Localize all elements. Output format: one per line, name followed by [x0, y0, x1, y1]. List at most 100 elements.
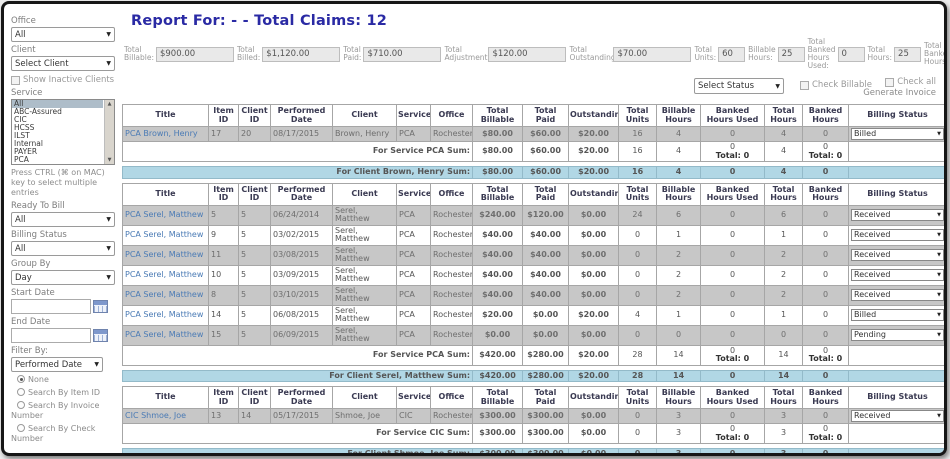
service-sum-outstanding: $0.00 — [568, 423, 619, 444]
ready-to-bill-label: Ready To Bill — [11, 201, 65, 211]
service-option[interactable]: CIC — [14, 116, 27, 124]
listbox-scrollbar[interactable]: ▲ ▼ — [104, 100, 114, 164]
end-date-input[interactable] — [11, 328, 91, 343]
client-sum-table: For Client Shmoe, Joe Sum:$300.00$300.00… — [121, 448, 944, 453]
cell-title: PCA Brown, Henry — [122, 126, 209, 142]
group-by-select[interactable]: Day ▼ — [11, 270, 115, 285]
search-mode-radio[interactable]: Search By Check Number — [11, 424, 96, 443]
search-mode-radio[interactable]: Search By Item ID — [11, 388, 115, 398]
service-option[interactable]: ILST — [14, 132, 30, 140]
service-option[interactable]: PAYER — [14, 148, 38, 156]
billing-status-label: Billing Status — [11, 230, 67, 240]
bulk-status-select[interactable]: Select Status ▼ — [694, 78, 784, 94]
billing-status-select[interactable]: Received ▼ — [851, 209, 944, 221]
client-select[interactable]: Select Client ▼ — [11, 56, 115, 71]
billing-status-select[interactable]: Received ▼ — [851, 229, 944, 241]
billing-status-filter-select[interactable]: All ▼ — [11, 241, 115, 256]
cell-banked-used: 0 — [700, 304, 765, 326]
column-header: Item ID — [208, 104, 239, 127]
cell-date: 05/17/2015 — [270, 408, 333, 424]
ready-to-bill-select[interactable]: All ▼ — [11, 212, 115, 227]
claim-title-link[interactable]: CIC Shmoe, Joe — [125, 410, 187, 420]
summary-field-label: Total Units: — [694, 45, 717, 62]
claim-title-link[interactable]: PCA Serel, Matthew — [125, 289, 204, 299]
cell-client: Serel, Matthew — [332, 284, 397, 306]
billing-status-select[interactable]: Received ▼ — [851, 269, 944, 281]
cell-total-hours: 2 — [764, 284, 803, 306]
summary-field-value[interactable]: $120.00 — [488, 46, 567, 62]
service-option[interactable]: HCSS — [14, 124, 35, 132]
bulk-controls-bar: Select Status ▼ Check Billable Check all… — [122, 77, 938, 103]
cell-paid: $40.00 — [522, 224, 569, 246]
cell-client: Serel, Matthew — [332, 204, 397, 226]
summary-field: Total Units: 60 — [694, 45, 746, 62]
multi-select-hint: Press CTRL (⌘ on MAC) key to select mult… — [11, 168, 105, 197]
claim-title-link[interactable]: PCA Serel, Matthew — [125, 329, 204, 339]
summary-field-value[interactable]: $710.00 — [363, 46, 442, 62]
service-option[interactable]: All — [12, 100, 103, 108]
column-header: Client ID — [238, 182, 271, 206]
cell-banked-used: 0 — [700, 126, 765, 142]
filter-by-select[interactable]: Performed Date ▼ — [11, 357, 103, 372]
service-listbox[interactable]: All ABC-Assured CIC HCSS ILST Internal PAYER PC… — [11, 99, 115, 165]
column-header: Client ID — [238, 386, 271, 409]
cell-billable-hours: 1 — [656, 224, 701, 246]
summary-field-value[interactable]: 25 — [777, 46, 805, 62]
claim-title-link[interactable]: PCA Serel, Matthew — [125, 269, 204, 279]
cell-banked-used: 0 — [700, 224, 765, 246]
billing-status-select[interactable]: Billed ▼ — [851, 128, 944, 140]
client-sum-value: 0 — [700, 369, 766, 382]
billing-status-value: Billed — [854, 128, 877, 138]
scroll-up-icon[interactable]: ▲ — [107, 101, 112, 107]
show-inactive-clients-checkbox[interactable]: Show Inactive Clients — [11, 75, 115, 85]
office-label: Office — [11, 16, 36, 26]
summary-field-value[interactable]: $70.00 — [613, 46, 692, 62]
office-select[interactable]: All ▼ — [11, 27, 115, 42]
service-option[interactable]: ABC-Assured — [14, 108, 62, 116]
column-header: Title — [122, 104, 209, 127]
column-header: Performed Date — [270, 386, 333, 409]
billing-status-select[interactable]: Received ▼ — [851, 289, 944, 301]
cell-paid: $300.00 — [522, 408, 569, 424]
search-mode-radio[interactable]: None — [11, 375, 115, 385]
summary-field-value[interactable]: $900.00 — [155, 46, 234, 62]
billing-status-select[interactable]: Billed ▼ — [851, 309, 944, 321]
cell-total-hours: 2 — [764, 264, 803, 286]
check-billable-checkbox[interactable]: Check Billable — [800, 80, 872, 90]
summary-field-value[interactable]: 25 — [894, 46, 922, 62]
column-header: Total Hours — [764, 386, 803, 409]
service-sum-empty — [848, 423, 944, 444]
cell-client-id: 5 — [238, 304, 271, 326]
calendar-icon[interactable] — [93, 329, 108, 342]
cell-billable-hours: 0 — [656, 324, 701, 346]
radio-icon — [17, 401, 25, 409]
chevron-down-icon: ▼ — [106, 60, 111, 67]
billing-status-select[interactable]: Received ▼ — [851, 249, 944, 261]
calendar-icon[interactable] — [93, 300, 108, 313]
scroll-down-icon[interactable]: ▼ — [107, 157, 112, 163]
cell-office: Rochester — [430, 408, 473, 424]
claim-title-link[interactable]: PCA Brown, Henry — [125, 128, 198, 138]
claim-title-link[interactable]: PCA Serel, Matthew — [125, 309, 204, 319]
claim-title-link[interactable]: PCA Serel, Matthew — [125, 229, 204, 239]
start-date-input[interactable] — [11, 299, 91, 314]
cell-outstanding: $0.00 — [568, 204, 619, 226]
summary-field-label: Total Banked Hours Used: — [807, 37, 836, 70]
service-option[interactable]: Internal — [14, 140, 43, 148]
claim-row: PCA Serel, Matthew 14 5 06/08/2015 Serel, Ma… — [122, 304, 944, 326]
billing-status-select[interactable]: Received ▼ — [851, 410, 944, 422]
ready-to-bill-select-value: All — [15, 214, 26, 225]
summary-field-value[interactable]: 60 — [718, 46, 746, 62]
claim-title-link[interactable]: PCA Serel, Matthew — [125, 209, 204, 219]
cell-billable: $40.00 — [472, 264, 523, 286]
summary-field-value[interactable]: 0 — [837, 46, 865, 62]
service-option[interactable]: PCA — [14, 156, 29, 164]
summary-field-value[interactable]: $1,120.00 — [262, 46, 341, 62]
search-mode-radio[interactable]: Search By Invoice Number — [11, 401, 100, 420]
cell-banked: 0 — [802, 408, 849, 424]
claim-title-link[interactable]: PCA Serel, Matthew — [125, 249, 204, 259]
start-date-label: Start Date — [11, 288, 55, 298]
check-all-checkbox[interactable]: Check all — [863, 77, 936, 87]
billing-status-select[interactable]: Pending ▼ — [851, 329, 944, 341]
cell-billable-hours: 2 — [656, 244, 701, 266]
